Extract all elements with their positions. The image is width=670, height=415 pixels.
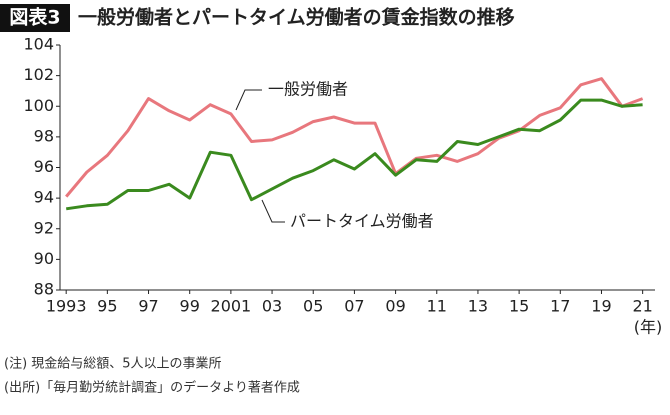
x-tick-label: 19 — [591, 297, 611, 316]
y-tick-label: 102 — [23, 65, 54, 84]
leader-line — [261, 199, 285, 223]
label-box — [0, 4, 70, 32]
y-tick-label: 100 — [23, 96, 54, 115]
series-label: 一般労働者 — [268, 80, 348, 99]
x-tick-label: 99 — [180, 297, 200, 316]
y-tick-label: 98 — [34, 126, 54, 145]
x-tick-label: 1993 — [46, 297, 87, 316]
leader-line — [235, 89, 262, 111]
y-tick-label: 104 — [23, 35, 54, 54]
chart-title: 一般労働者とパートタイム労働者の賃金指数の推移 — [78, 6, 515, 29]
x-tick-label: 03 — [262, 297, 282, 316]
note: (注) 現金給与総額、5人以上の事業所 — [4, 356, 222, 372]
y-tick-label: 94 — [34, 188, 54, 207]
x-tick-label: 17 — [550, 297, 570, 316]
x-tick-label: 09 — [385, 297, 405, 316]
note: (出所)「毎月勤労統計調査」のデータより著者作成 — [4, 380, 300, 396]
x-tick-label: 97 — [138, 297, 158, 316]
chart-label: 図表3 — [9, 6, 60, 29]
x-tick-label: 11 — [427, 297, 447, 316]
x-tick-label: 21 — [632, 297, 652, 316]
x-tick-label: 15 — [509, 297, 529, 316]
series-line — [65, 77, 644, 198]
x-tick-label: 13 — [468, 297, 488, 316]
series-label: パートタイム労働者 — [290, 212, 434, 231]
y-tick-label: 92 — [34, 218, 54, 237]
x-tick-label: 95 — [97, 297, 117, 316]
x-tick-label: 2001 — [211, 297, 252, 316]
x-tick-label: 07 — [344, 297, 364, 316]
y-tick-label: 96 — [34, 157, 54, 176]
x-axis-label: (年) — [634, 318, 663, 337]
x-tick-label: 05 — [303, 297, 323, 316]
y-tick-label: 88 — [34, 280, 54, 299]
y-tick-label: 90 — [34, 249, 54, 268]
series-line — [65, 98, 643, 211]
